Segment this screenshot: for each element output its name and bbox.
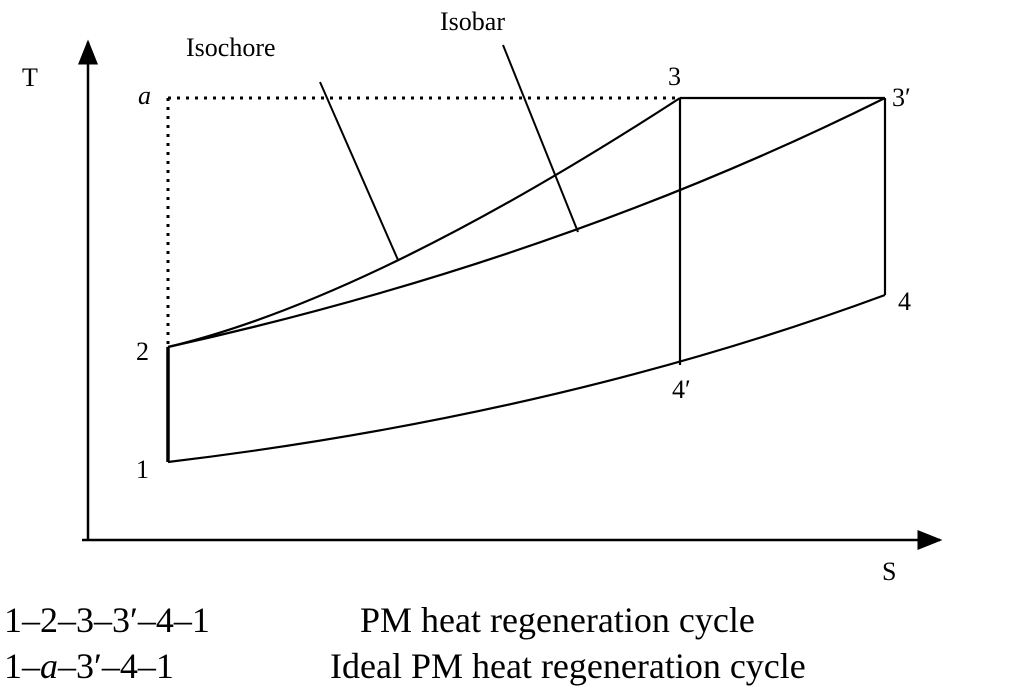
leader-line [319, 81, 399, 261]
point-label: 2 [136, 337, 149, 366]
point-label: 1 [136, 455, 149, 484]
y-axis-label: T [22, 63, 38, 92]
leader-line [502, 44, 579, 233]
isobar-curve [167, 97, 886, 349]
legend-cycle-part: 1– [4, 646, 41, 686]
legend-cycle-part: a [40, 646, 58, 686]
legend-description: Ideal PM heat regeneration cycle [330, 646, 806, 686]
point-label: 4′ [672, 375, 691, 404]
x-axis-label: S [882, 557, 896, 586]
legend-cycle: 1–a–3′–4–1 [4, 646, 174, 686]
isobar-label: Isobar [440, 7, 505, 36]
point-label: 3′ [892, 83, 911, 112]
isochore-curve [167, 97, 681, 349]
isochore-label: Isochore [186, 33, 276, 62]
process-4-1 [167, 293, 886, 464]
legend-cycle: 1–2–3–3′–4–1 [4, 600, 210, 640]
point-label: a [138, 81, 151, 110]
point-label: 4 [898, 287, 911, 316]
legend-cycle-part: –3′–4–1 [57, 646, 174, 686]
legend-description: PM heat regeneration cycle [360, 600, 755, 640]
point-label: 3 [668, 62, 681, 91]
